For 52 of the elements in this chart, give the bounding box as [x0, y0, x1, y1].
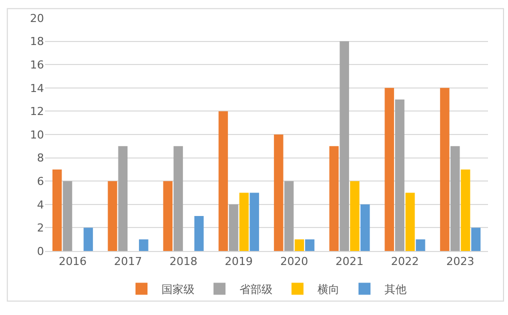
bar [284, 181, 294, 251]
x-tick-label: 2016 [58, 255, 87, 268]
bar [395, 100, 404, 251]
legend-label: 其他 [384, 283, 406, 296]
y-tick-label: 18 [30, 35, 44, 48]
x-tick-label: 2022 [390, 255, 419, 268]
bar [250, 192, 260, 251]
y-tick-label: 10 [30, 128, 44, 142]
bar [108, 181, 118, 251]
bar [174, 146, 183, 251]
bar [340, 41, 350, 251]
bar [360, 204, 370, 251]
bar [294, 239, 304, 251]
bar [460, 169, 470, 251]
bar [416, 239, 426, 251]
legend-label: 省部级 [240, 283, 272, 296]
bar [329, 146, 339, 251]
y-tick-label: 0 [37, 244, 44, 258]
bar [138, 239, 148, 251]
bar [163, 181, 173, 251]
x-tick-label: 2020 [280, 255, 308, 268]
y-tick-label: 14 [30, 82, 44, 95]
bar [471, 228, 481, 251]
legend-label: 国家级 [162, 283, 194, 296]
bar [239, 192, 249, 251]
bar [228, 204, 238, 251]
y-tick-label: 8 [37, 152, 44, 165]
bar [350, 181, 360, 251]
legend-label: 横向 [318, 283, 340, 296]
y-tick-label: 16 [30, 58, 44, 72]
bar [305, 239, 314, 251]
bar [450, 146, 460, 251]
x-tick-label: 2023 [446, 255, 474, 268]
bar [274, 134, 284, 251]
bar [405, 192, 415, 251]
bar [194, 216, 204, 251]
x-tick-label: 2018 [169, 255, 198, 268]
bar [84, 228, 93, 251]
y-tick-label: 20 [30, 12, 44, 25]
y-tick-label: 4 [37, 198, 44, 212]
bar [384, 88, 394, 251]
bar [118, 146, 128, 251]
x-tick-label: 2021 [336, 255, 364, 268]
bar [218, 111, 228, 251]
x-tick-label: 2019 [224, 255, 253, 268]
x-tick-label: 2017 [114, 255, 142, 268]
y-tick-label: 12 [30, 105, 44, 118]
bar [62, 181, 72, 251]
bar [52, 169, 62, 251]
y-tick-label: 2 [37, 222, 44, 235]
y-tick-label: 6 [37, 174, 44, 188]
bar [440, 88, 450, 251]
